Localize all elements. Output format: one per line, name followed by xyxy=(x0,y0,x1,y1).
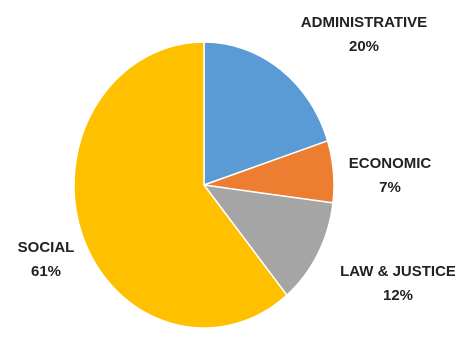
pie-slice-law-justice xyxy=(202,184,334,297)
pie-label-law-justice: LAW & JUSTICE xyxy=(340,263,455,280)
pie-label-economic: ECONOMIC xyxy=(349,155,432,172)
pie-value-label-administrative: 20% xyxy=(349,38,379,55)
pie-labels: ADMINISTRATIVE 20% ECONOMIC 7% LAW & JUSTICE… xyxy=(18,14,455,304)
pie-value-label-social: 61% xyxy=(31,263,61,280)
pie-label-social: SOCIAL xyxy=(18,239,75,256)
pie-label-administrative: ADMINISTRATIVE xyxy=(301,14,427,31)
pie-slice-administrative xyxy=(203,41,329,187)
pie-slices xyxy=(73,41,335,329)
pie-value-label-economic: 7% xyxy=(379,179,401,196)
pie-value-label-law-justice: 12% xyxy=(383,287,413,304)
pie-slice-social xyxy=(73,41,288,329)
